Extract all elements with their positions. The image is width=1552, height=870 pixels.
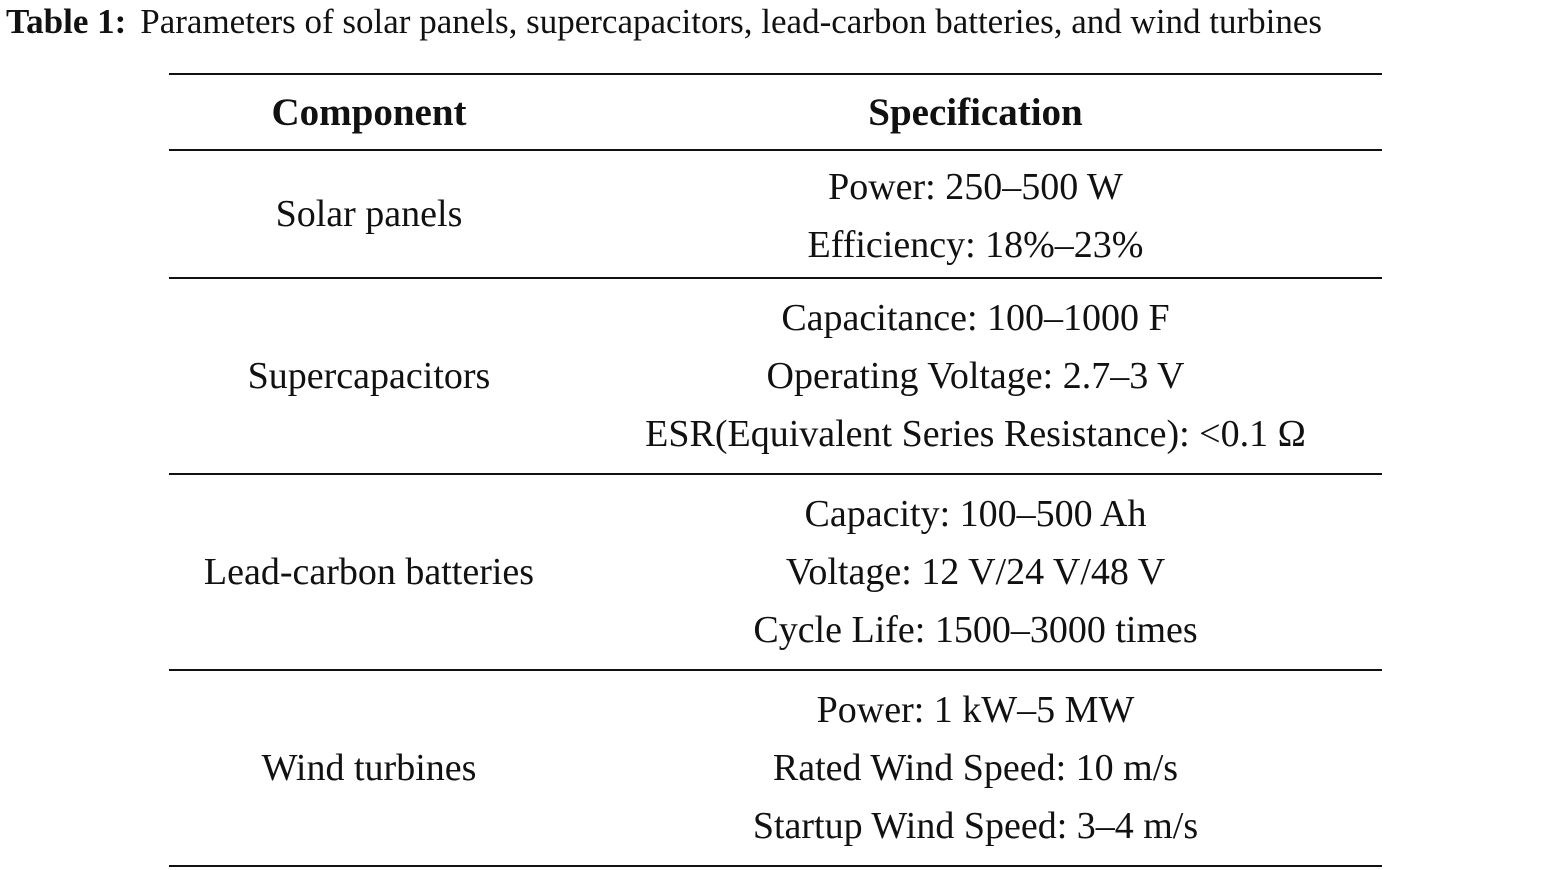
spec-line: Power: 1 kW–5 MW <box>816 689 1135 731</box>
top-rule <box>169 73 1382 75</box>
specification-cell: Capacitance: 100–1000 F Operating Voltag… <box>569 279 1382 473</box>
spec-line: Voltage: 12 V/24 V/48 V <box>785 551 1166 593</box>
spec-line: Cycle Life: 1500–3000 times <box>753 609 1198 651</box>
component-name: Solar panels <box>275 193 463 235</box>
component-cell: Supercapacitors <box>169 279 569 473</box>
header-specification-label: Specification <box>868 90 1083 134</box>
component-name: Lead-carbon batteries <box>203 551 535 593</box>
row-rule <box>169 473 1382 475</box>
spec-line: Startup Wind Speed: 3–4 m/s <box>752 805 1199 847</box>
caption-text: Parameters of solar panels, supercapacit… <box>140 2 1323 41</box>
table-header-row: Component Specification <box>169 75 1382 149</box>
specification-cell: Capacity: 100–500 Ah Voltage: 12 V/24 V/… <box>569 475 1382 669</box>
table-caption: Table 1: Parameters of solar panels, supe… <box>0 0 1552 44</box>
component-name: Supercapacitors <box>247 355 491 397</box>
component-cell: Lead-carbon batteries <box>169 475 569 669</box>
component-cell: Wind turbines <box>169 671 569 865</box>
header-rule <box>169 149 1382 151</box>
row-rule <box>169 669 1382 671</box>
specification-cell: Power: 1 kW–5 MW Rated Wind Speed: 10 m/… <box>569 671 1382 865</box>
table-row: Lead-carbon batteries Capacity: 100–500 … <box>169 475 1382 669</box>
spec-line: Efficiency: 18%–23% <box>807 224 1144 266</box>
spec-line: Capacitance: 100–1000 F <box>781 297 1170 339</box>
component-cell: Solar panels <box>169 151 569 277</box>
caption-label: Table 1: <box>6 2 127 41</box>
spec-line: ESR(Equivalent Series Resistance): <0.1 … <box>645 413 1306 455</box>
table-row: Solar panels Power: 250–500 W Efficiency… <box>169 151 1382 277</box>
component-name: Wind turbines <box>261 747 477 789</box>
spec-line: Power: 250–500 W <box>828 166 1123 208</box>
spec-line: Operating Voltage: 2.7–3 V <box>766 355 1185 397</box>
header-cell-specification: Specification <box>569 75 1382 149</box>
bottom-rule <box>169 865 1382 867</box>
row-rule <box>169 277 1382 279</box>
spec-line: Rated Wind Speed: 10 m/s <box>772 747 1179 789</box>
header-component-label: Component <box>271 90 467 134</box>
spec-line: Capacity: 100–500 Ah <box>804 493 1147 535</box>
table-row: Supercapacitors Capacitance: 100–1000 F … <box>169 279 1382 473</box>
parameters-table: Component Specification Solar panels Pow… <box>169 73 1382 867</box>
table-row: Wind turbines Power: 1 kW–5 MW Rated Win… <box>169 671 1382 865</box>
header-cell-component: Component <box>169 75 569 149</box>
specification-cell: Power: 250–500 W Efficiency: 18%–23% <box>569 151 1382 277</box>
